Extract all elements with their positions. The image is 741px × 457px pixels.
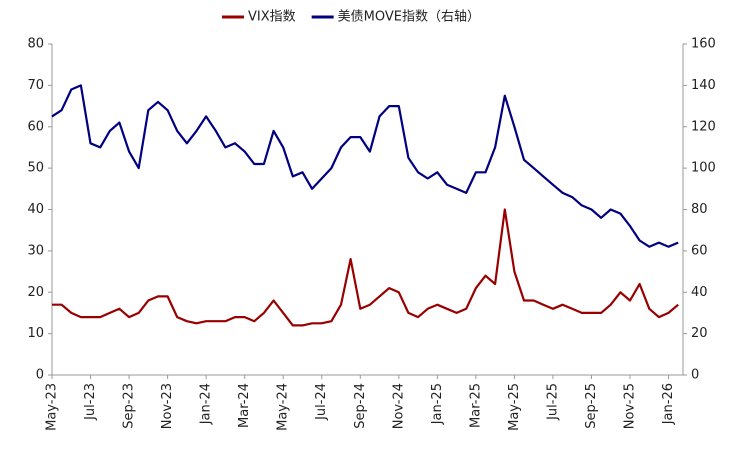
x-tick-label: Sep-24	[353, 383, 368, 429]
x-tick-label: Nov-25	[623, 383, 638, 429]
y2-tick-label: 140	[691, 78, 716, 93]
x-tick-label: Nov-23	[160, 383, 175, 429]
x-tick-label: Jul-24	[314, 383, 329, 421]
x-tick-label: May-23	[45, 383, 60, 431]
y-tick-label: 70	[27, 78, 44, 93]
x-tick-label: Jul-25	[545, 383, 560, 421]
y-tick-label: 40	[27, 202, 44, 217]
y2-tick-label: 60	[691, 243, 708, 258]
legend-label: 美债MOVE指数（右轴）	[338, 10, 480, 25]
y2-tick-label: 20	[691, 326, 708, 341]
series-line	[52, 208, 679, 327]
y-tick-label: 10	[27, 326, 44, 341]
x-tick-label: Nov-24	[391, 383, 406, 429]
y2-tick-label: 100	[691, 161, 716, 176]
y2-tick-label: 120	[691, 119, 716, 134]
legend-label: VIX指数	[248, 10, 296, 25]
y-tick-label: 50	[27, 161, 44, 176]
series-line	[51, 84, 679, 248]
x-tick-label: Jan-26	[661, 383, 676, 425]
x-tick-label: Mar-24	[237, 383, 252, 428]
x-tick-label: Sep-25	[584, 383, 599, 429]
y2-tick-label: 0	[691, 368, 699, 383]
x-tick-label: Jan-24	[199, 383, 214, 425]
y-tick-label: 80	[27, 37, 44, 52]
y-tick-label: 30	[27, 243, 44, 258]
y2-tick-label: 80	[691, 202, 708, 217]
x-tick-label: Mar-25	[468, 383, 483, 428]
x-tick-label: Jul-23	[83, 383, 98, 421]
y2-tick-label: 40	[691, 285, 708, 300]
x-tick-label: May-25	[507, 383, 522, 431]
y-tick-label: 20	[27, 285, 44, 300]
y-tick-label: 0	[36, 368, 44, 383]
x-tick-label: Sep-23	[122, 383, 137, 429]
y-tick-label: 60	[27, 119, 44, 134]
x-tick-label: May-24	[276, 383, 291, 431]
y2-tick-label: 160	[691, 37, 716, 52]
x-tick-label: Jan-25	[430, 383, 445, 425]
